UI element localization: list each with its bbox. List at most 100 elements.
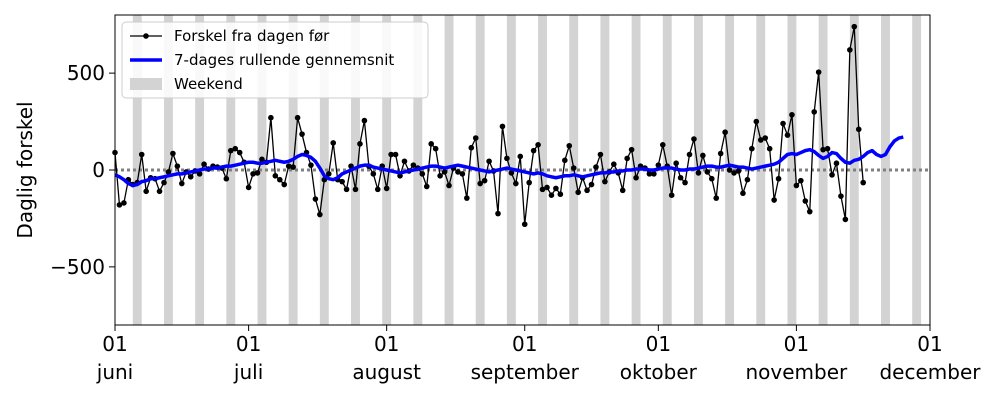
daily-difference-point xyxy=(798,177,804,184)
legend-box xyxy=(121,21,429,99)
daily-difference-point xyxy=(708,175,715,182)
daily-difference-point xyxy=(285,163,292,169)
daily-difference-point xyxy=(486,158,492,165)
daily-difference-point xyxy=(655,162,662,168)
daily-difference-point xyxy=(624,155,630,162)
daily-difference-point xyxy=(744,176,751,183)
legend: Forskel fra dagen før 7-dages rullende ge… xyxy=(121,21,429,99)
legend-label: Forskel fra dagen før xyxy=(174,27,330,45)
daily-difference-point xyxy=(829,172,835,178)
y-tick-label: 500 xyxy=(67,61,105,85)
daily-difference-point xyxy=(851,23,858,30)
legend-swatch-weekend xyxy=(130,78,162,90)
daily-difference-point xyxy=(771,197,777,203)
daily-difference-point xyxy=(477,180,483,187)
legend-swatch-marker xyxy=(143,33,149,39)
daily-difference-point xyxy=(757,137,764,143)
daily-difference-point xyxy=(227,147,234,154)
daily-difference-point xyxy=(659,142,666,148)
x-tick-label-month: august xyxy=(352,360,421,384)
x-tick-label-month: juli xyxy=(233,360,263,384)
daily-difference-point xyxy=(143,188,149,195)
x-tick-label-month: september xyxy=(471,360,580,384)
daily-difference-point xyxy=(704,169,711,175)
daily-difference-point xyxy=(250,171,256,177)
daily-difference-point xyxy=(481,177,488,184)
daily-difference-point xyxy=(330,140,337,146)
daily-difference-point xyxy=(677,174,684,181)
daily-difference-point xyxy=(437,173,443,179)
x-tick-label-day: 01 xyxy=(102,332,127,356)
daily-difference-point xyxy=(325,171,332,177)
daily-difference-point xyxy=(138,151,145,158)
daily-difference-point xyxy=(775,175,782,182)
daily-difference-point xyxy=(521,221,528,228)
daily-difference-point xyxy=(392,151,399,158)
x-tick-label-month: november xyxy=(746,360,849,384)
daily-difference-point xyxy=(374,186,381,193)
daily-difference-point xyxy=(815,69,822,75)
weekend-band xyxy=(319,15,329,325)
daily-difference-point xyxy=(855,126,862,133)
daily-difference-point xyxy=(508,170,515,176)
daily-difference-point xyxy=(553,185,559,192)
y-axis-label: Daglig forskel xyxy=(13,101,37,238)
daily-difference-point xyxy=(343,186,350,193)
daily-difference-point xyxy=(611,161,617,167)
daily-difference-point xyxy=(308,162,314,168)
daily-difference-point xyxy=(686,151,693,158)
daily-difference-point xyxy=(357,141,363,147)
x-tick-label-day: 01 xyxy=(374,332,399,356)
daily-difference-point xyxy=(432,145,439,152)
daily-difference-point xyxy=(294,114,301,121)
weekend-band xyxy=(756,15,766,325)
daily-difference-point xyxy=(602,178,608,185)
series-layer xyxy=(112,23,904,228)
x-tick-label-day: 01 xyxy=(512,332,537,356)
daily-difference-point xyxy=(254,170,261,176)
daily-difference-point xyxy=(339,178,345,185)
y-tick-label: −500 xyxy=(50,255,105,279)
daily-difference-point xyxy=(789,111,795,118)
daily-difference-point xyxy=(593,164,599,170)
daily-difference-point xyxy=(673,160,679,167)
daily-difference-point xyxy=(499,123,506,130)
daily-difference-point xyxy=(820,146,826,153)
daily-difference-point xyxy=(428,141,435,147)
daily-difference-point xyxy=(597,151,604,158)
x-tick-label-month: juni xyxy=(96,360,133,384)
daily-difference-point xyxy=(731,170,737,176)
daily-difference-point xyxy=(468,144,475,151)
x-axis: 01 juni 01 juli 01 august 01 september 01 oktober… xyxy=(96,325,981,384)
daily-difference-point xyxy=(548,192,555,198)
daily-difference-point xyxy=(584,187,590,194)
daily-difference-point xyxy=(544,184,550,191)
daily-difference-point xyxy=(833,160,840,167)
daily-difference-point xyxy=(766,145,773,152)
daily-difference-point xyxy=(116,202,123,208)
daily-difference-point xyxy=(651,171,657,177)
daily-difference-point xyxy=(517,153,524,160)
daily-difference-point xyxy=(410,162,417,168)
daily-difference-point xyxy=(682,179,688,186)
daily-difference-point xyxy=(187,173,194,180)
daily-difference-point xyxy=(504,155,510,162)
daily-difference-point xyxy=(575,189,581,196)
daily-difference-point xyxy=(312,196,319,202)
daily-difference-point xyxy=(423,183,430,190)
daily-difference-point xyxy=(161,179,167,186)
daily-difference-point xyxy=(793,182,800,189)
daily-difference-point xyxy=(290,164,296,170)
daily-difference-point xyxy=(383,185,390,192)
daily-difference-point xyxy=(201,161,207,167)
daily-difference-point xyxy=(838,193,844,199)
daily-difference-point xyxy=(455,169,461,175)
daily-difference-point xyxy=(223,175,230,182)
daily-difference-point xyxy=(419,171,426,177)
weekend-band xyxy=(288,15,298,325)
daily-difference-point xyxy=(740,190,746,197)
daily-difference-point xyxy=(749,145,755,152)
y-axis: 500 0 −500 xyxy=(50,61,115,279)
weekend-band xyxy=(600,15,610,325)
